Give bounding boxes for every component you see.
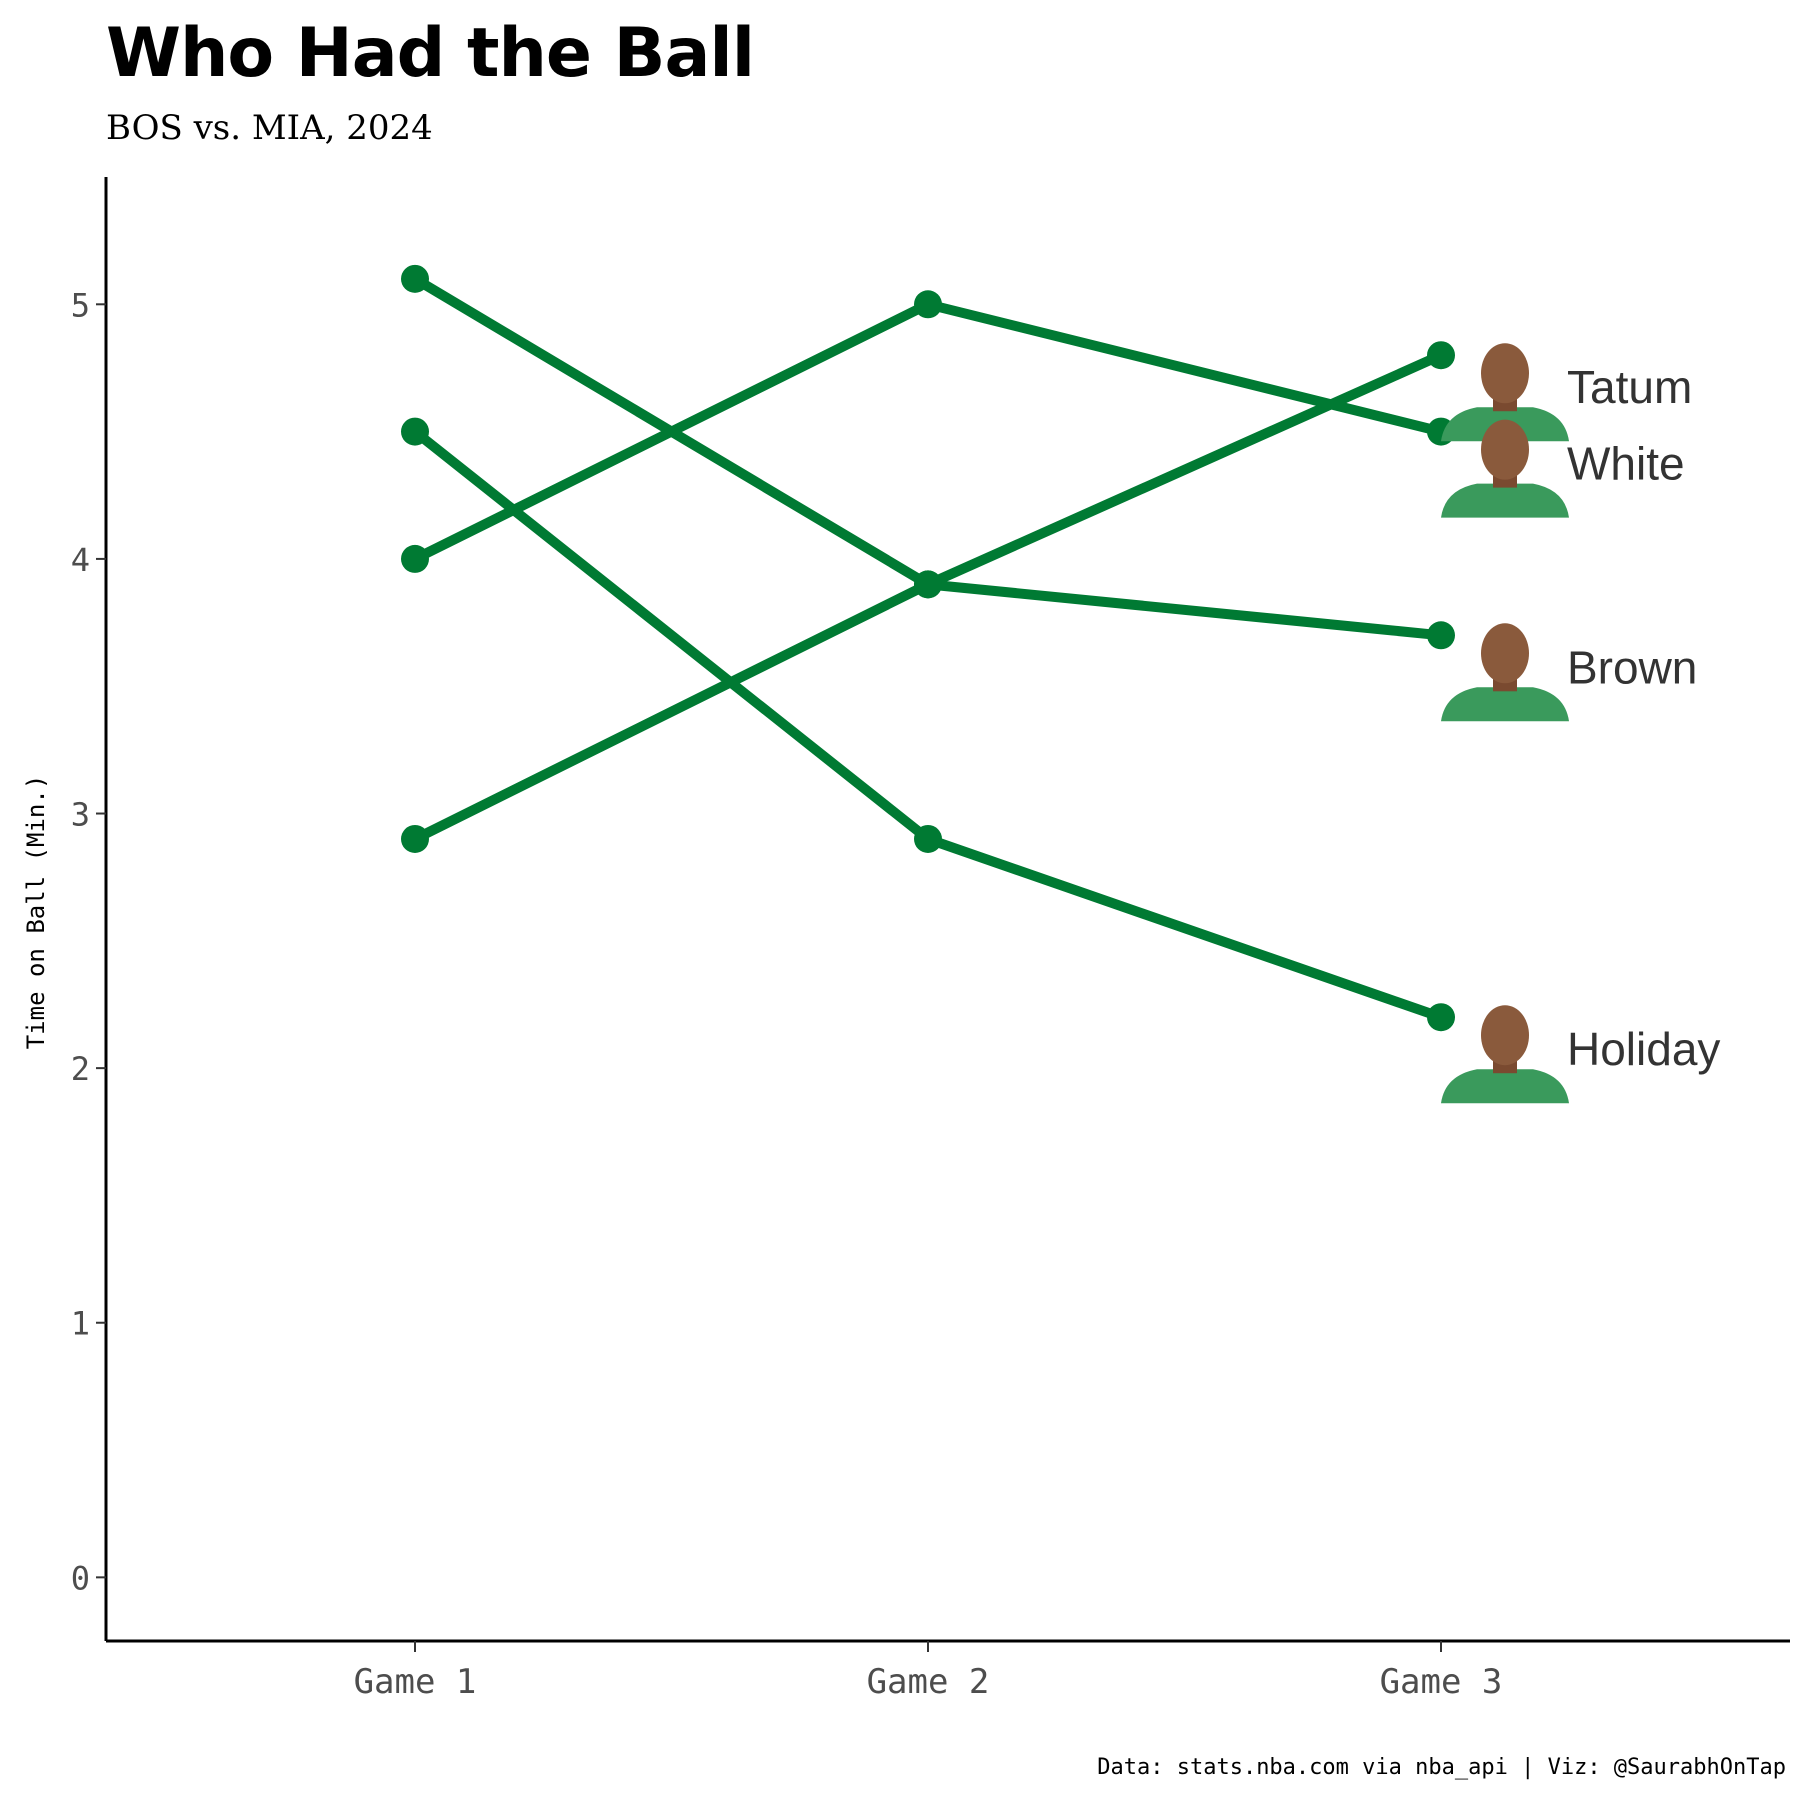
series-line: [410, 299, 1446, 564]
head-shape: [1481, 623, 1529, 684]
head-shape: [1481, 419, 1529, 480]
y-tick-label: 0: [71, 1559, 90, 1597]
y-tick-label: 1: [71, 1305, 90, 1343]
data-point: [1427, 1003, 1455, 1032]
data-point: [1427, 341, 1455, 370]
y-tick-label: 4: [71, 541, 90, 579]
player-name-label: White: [1567, 438, 1685, 490]
series-line: [410, 426, 1446, 1023]
player-name-label: Holiday: [1567, 1023, 1720, 1075]
data-point: [914, 570, 942, 599]
player-labels: Tatum White Brown Holiday: [1441, 343, 1720, 1104]
chart-subtitle: BOS vs. MIA, 2024: [106, 108, 433, 148]
series-group: [401, 264, 1455, 1032]
y-axis-label: Time on Ball (Min.): [22, 775, 50, 1050]
y-tick-label: 5: [71, 286, 90, 324]
jersey-shape: [1441, 687, 1569, 722]
data-point: [401, 544, 429, 573]
data-point: [914, 290, 942, 319]
x-tick-label: Game 3: [1380, 1662, 1503, 1702]
player-avatar: [1441, 1005, 1569, 1104]
jersey-shape: [1441, 1069, 1569, 1104]
jersey-shape: [1441, 483, 1569, 518]
player-name-label: Tatum: [1567, 361, 1692, 413]
player-avatar: [1441, 419, 1569, 518]
data-point: [401, 824, 429, 853]
chart-caption: Data: stats.nba.com via nba_api | Viz: @…: [1097, 1755, 1786, 1780]
x-tick-label: Game 2: [867, 1662, 990, 1702]
head-shape: [1481, 343, 1529, 404]
data-point: [401, 264, 429, 293]
data-point: [1427, 621, 1455, 650]
head-shape: [1481, 1005, 1529, 1066]
player-name-label: Brown: [1567, 641, 1697, 693]
axes: 0 1 2 3 4 5 Game 1 Game 2 Game 3: [71, 177, 1790, 1702]
player-avatar: [1441, 623, 1569, 722]
data-point: [401, 417, 429, 446]
y-tick-label: 3: [71, 796, 90, 834]
x-tick-label: Game 1: [354, 1662, 477, 1702]
chart-title: Who Had the Ball: [106, 14, 755, 93]
player-avatar: [1441, 343, 1569, 442]
data-point: [914, 824, 942, 853]
y-tick-label: 2: [71, 1050, 90, 1088]
